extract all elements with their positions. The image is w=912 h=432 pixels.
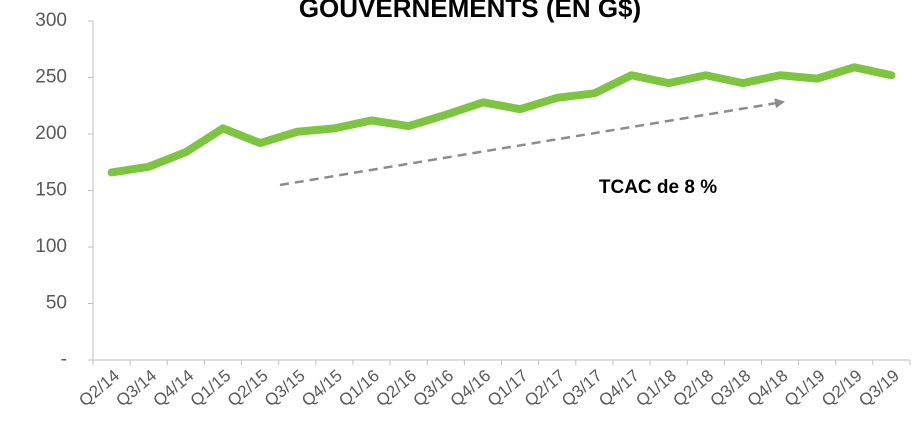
chart-title: GOUVERNEMENTS (EN G$)	[299, 0, 641, 23]
x-tick-label: Q4/15	[298, 366, 346, 410]
x-tick-label: Q2/14	[75, 366, 123, 410]
x-tick-label: Q2/17	[521, 366, 569, 410]
x-tick-label: Q4/17	[595, 366, 643, 410]
trend-arrow	[279, 98, 785, 187]
y-tick-label: -	[61, 349, 67, 370]
y-tick-label: 200	[35, 123, 67, 144]
x-tick-label: Q1/16	[335, 366, 383, 410]
x-tick-label: Q4/14	[150, 366, 198, 410]
x-tick-label: Q2/16	[372, 366, 420, 410]
y-tick-label: 100	[35, 236, 67, 257]
data-line	[107, 63, 896, 177]
y-tick-label: 250	[35, 67, 67, 88]
y-tick-label: 50	[46, 293, 67, 314]
x-tick-label: Q1/18	[632, 366, 680, 410]
x-tick-label: Q4/16	[447, 366, 495, 410]
x-tick-label: Q3/16	[410, 366, 458, 410]
x-tick-label: Q2/19	[818, 366, 866, 410]
x-tick-label: Q1/17	[484, 366, 532, 410]
x-tick-label: Q3/19	[855, 366, 903, 410]
x-tick-label: Q1/19	[781, 366, 829, 410]
x-tick-label: Q3/14	[112, 366, 160, 410]
annotation: TCAC de 8 %	[599, 177, 717, 198]
y-tick-label: 150	[35, 180, 67, 201]
x-tick-label: Q1/15	[187, 366, 235, 410]
y-tick-label: 300	[35, 10, 67, 31]
x-tick-label: Q2/18	[670, 366, 718, 410]
x-tick-label: Q3/15	[261, 366, 309, 410]
x-tick-label: Q3/17	[558, 366, 606, 410]
x-tick-label: Q2/15	[224, 366, 272, 410]
x-tick-label: Q3/18	[707, 366, 755, 410]
x-tick-label: Q4/18	[744, 366, 792, 410]
